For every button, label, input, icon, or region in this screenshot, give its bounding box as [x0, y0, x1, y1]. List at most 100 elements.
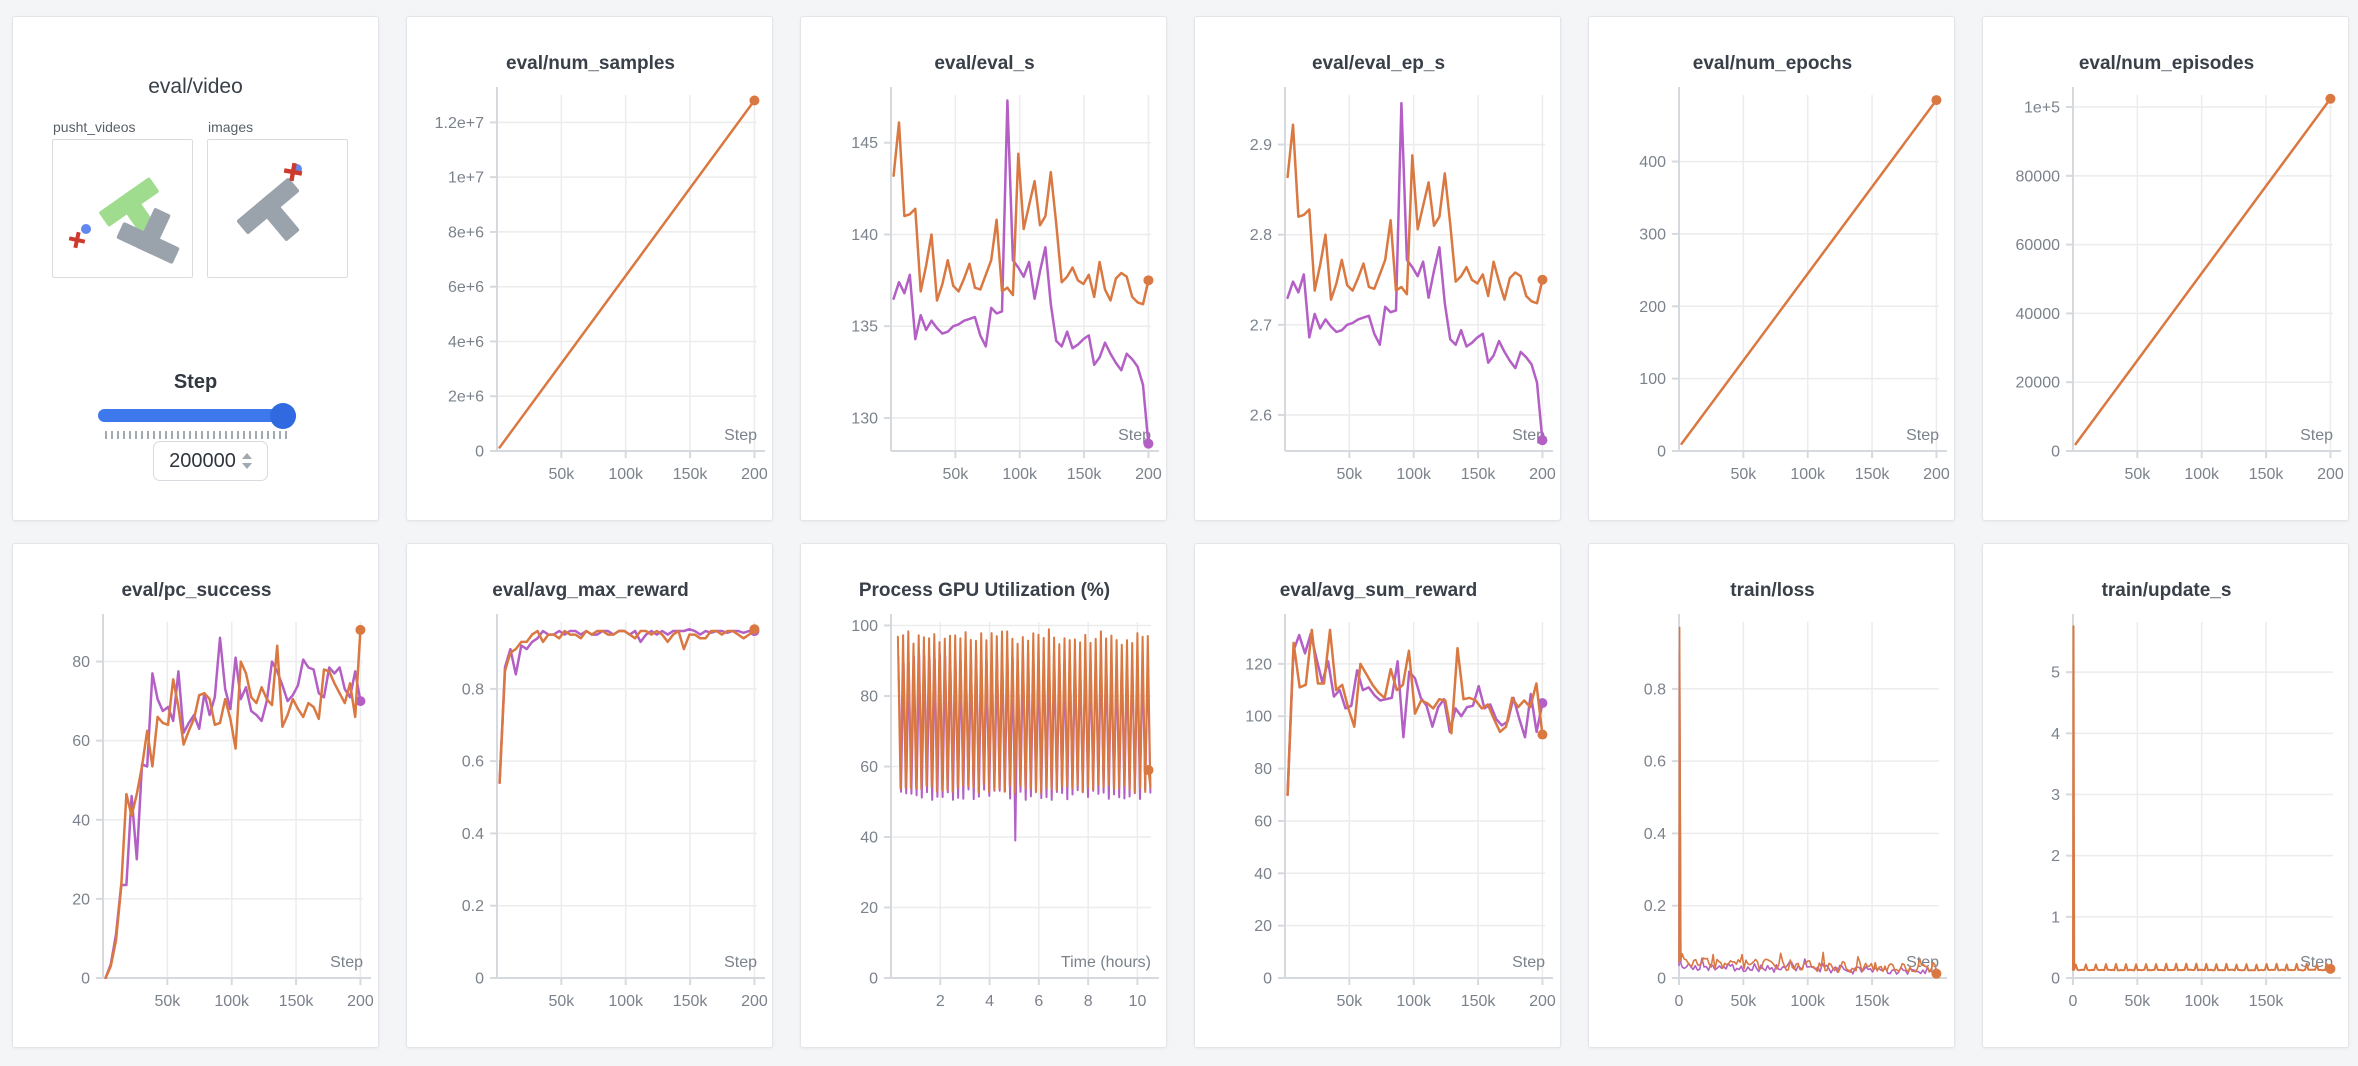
svg-text:eval/num_epochs: eval/num_epochs [1693, 53, 1852, 74]
svg-text:80: 80 [860, 689, 878, 706]
svg-text:100k: 100k [1790, 993, 1826, 1010]
eval-num-episodes-chart[interactable]: eval/num_episodes 50k 100k 150k 200 0 20000 400… [1983, 17, 2349, 521]
svg-text:60: 60 [72, 733, 90, 750]
svg-text:60000: 60000 [2016, 237, 2061, 254]
svg-text:0: 0 [2069, 993, 2078, 1010]
eval-eval-s-chart[interactable]: eval/eval_s 50k 100k 150k 200 130 135 140 145 Ste… [801, 17, 1167, 521]
svg-text:150k: 150k [673, 993, 709, 1010]
eval-num-epochs-chart[interactable]: eval/num_epochs 50k 100k 150k 200 0 100 200 300 4… [1589, 17, 1955, 521]
svg-text:5: 5 [2051, 665, 2060, 682]
goal-cross-icon [68, 231, 86, 249]
svg-text:Process GPU Utilization (%): Process GPU Utilization (%) [859, 580, 1110, 601]
svg-text:0.4: 0.4 [462, 826, 484, 843]
svg-text:8e+6: 8e+6 [448, 224, 484, 241]
panel-process-gpu-utilization[interactable]: Process GPU Utilization (%) 2 4 6 8 10 0 20 40 60… [800, 543, 1167, 1048]
svg-text:6: 6 [1034, 993, 1043, 1010]
svg-text:50k: 50k [2124, 466, 2151, 483]
panel-eval-eval-ep-s[interactable]: eval/eval_ep_s 50k 100k 150k 200 2.6 2.7 2.8 2.9… [1194, 16, 1561, 521]
panel-eval-video[interactable]: eval/video pusht_videos images [12, 16, 379, 521]
svg-text:200: 200 [1639, 299, 1666, 316]
svg-text:4e+6: 4e+6 [448, 334, 484, 351]
step-slider-track[interactable] [98, 409, 296, 422]
svg-text:130: 130 [851, 410, 878, 427]
svg-text:eval/num_samples: eval/num_samples [506, 53, 675, 74]
train-loss-chart[interactable]: train/loss 0 50k 100k 150k 0 0.2 0.4 0.6 0.8 Step [1589, 544, 1955, 1048]
panel-eval-avg-sum-reward[interactable]: eval/avg_sum_reward 50k 100k 150k 200 0 20 40 60… [1194, 543, 1561, 1048]
process-gpu-utilization-chart[interactable]: Process GPU Utilization (%)2 4 6 8 100204060… [801, 544, 1167, 1048]
svg-text:150k: 150k [2249, 993, 2285, 1010]
spinner-up-icon[interactable] [241, 453, 252, 459]
step-value: 200000 [169, 449, 236, 472]
svg-text:50k: 50k [1336, 993, 1363, 1010]
svg-text:0: 0 [1657, 971, 1666, 988]
svg-text:50k: 50k [942, 466, 969, 483]
eval-num-samples-chart[interactable]: eval/num_samples 50k 100k 150k 200 0 2e+6 4e+6 6… [407, 17, 773, 521]
image-thumbnail[interactable] [207, 139, 348, 278]
svg-text:50k: 50k [1730, 466, 1757, 483]
svg-text:0.2: 0.2 [1644, 898, 1666, 915]
svg-text:Step: Step [2300, 427, 2333, 444]
svg-text:100k: 100k [2184, 993, 2220, 1010]
panel-train-update-s[interactable]: train/update_s 0 50k 100k 150k 0 1 2 3 4 5 Step [1982, 543, 2349, 1048]
svg-text:0.8: 0.8 [462, 681, 484, 698]
panel-eval-pc-success[interactable]: eval/pc_success 50k 100k 150k 200 0 20 40 60 80 St… [12, 543, 379, 1048]
svg-text:0: 0 [475, 444, 484, 461]
step-value-input[interactable]: 200000 [153, 441, 268, 481]
svg-text:150k: 150k [279, 993, 315, 1010]
svg-text:140: 140 [851, 227, 878, 244]
svg-text:40000: 40000 [2016, 306, 2061, 323]
svg-text:200: 200 [2317, 466, 2344, 483]
svg-text:eval/eval_s: eval/eval_s [934, 53, 1034, 74]
svg-text:100k: 100k [1002, 466, 1038, 483]
svg-text:100: 100 [851, 618, 878, 635]
step-slider-label: Step [173, 371, 218, 393]
svg-text:1e+5: 1e+5 [2024, 100, 2060, 117]
svg-text:200: 200 [347, 993, 374, 1010]
svg-text:2e+6: 2e+6 [448, 389, 484, 406]
svg-text:0: 0 [869, 971, 878, 988]
pusht-video-thumbnail[interactable] [52, 139, 193, 278]
svg-text:Time (hours): Time (hours) [1061, 954, 1151, 971]
svg-text:150k: 150k [1067, 466, 1103, 483]
svg-text:100k: 100k [2184, 466, 2220, 483]
eval-pc-success-chart[interactable]: eval/pc_success 50k 100k 150k 200 0 20 40 60 80 St… [13, 544, 379, 1048]
eval-eval-ep-s-chart[interactable]: eval/eval_ep_s 50k 100k 150k 200 2.6 2.7 2.8 2.9… [1195, 17, 1561, 521]
step-slider-thumb[interactable] [270, 403, 296, 429]
panel-eval-num-samples[interactable]: eval/num_samples 50k 100k 150k 200 0 2e+6 4e+6 6… [406, 16, 773, 521]
svg-text:Step: Step [1118, 427, 1151, 444]
svg-text:2: 2 [936, 993, 945, 1010]
panel-eval-avg-max-reward[interactable]: eval/avg_max_reward 50k 100k 150k 200 0 0.2 0.4… [406, 543, 773, 1048]
svg-text:40: 40 [1254, 866, 1272, 883]
svg-text:3: 3 [2051, 787, 2060, 804]
panel-eval-num-epochs[interactable]: eval/num_epochs 50k 100k 150k 200 0 100 200 300 4… [1588, 16, 1955, 521]
panel-eval-num-episodes[interactable]: eval/num_episodes 50k 100k 150k 200 0 20000 400… [1982, 16, 2349, 521]
svg-text:80: 80 [72, 654, 90, 671]
t-block-gray-icon [116, 208, 180, 264]
svg-text:50k: 50k [154, 993, 181, 1010]
svg-text:100k: 100k [214, 993, 250, 1010]
svg-text:Step: Step [1512, 954, 1545, 971]
eval-avg-max-reward-chart[interactable]: eval/avg_max_reward 50k 100k 150k 200 0 0.2 0.4… [407, 544, 773, 1048]
svg-text:0: 0 [2051, 444, 2060, 461]
spinner-down-icon[interactable] [241, 463, 252, 469]
svg-text:2.7: 2.7 [1250, 317, 1272, 334]
svg-text:50k: 50k [2124, 993, 2151, 1010]
svg-text:0: 0 [1263, 971, 1272, 988]
svg-text:0.8: 0.8 [1644, 681, 1666, 698]
eval-avg-sum-reward-chart[interactable]: eval/avg_sum_reward 50k 100k 150k 200 0 20 40 60… [1195, 544, 1561, 1048]
panel-train-loss[interactable]: train/loss 0 50k 100k 150k 0 0.2 0.4 0.6 0.8 Step [1588, 543, 1955, 1048]
svg-text:Step: Step [1512, 427, 1545, 444]
svg-text:20: 20 [860, 900, 878, 917]
svg-text:100k: 100k [608, 466, 644, 483]
panel-eval-eval-s[interactable]: eval/eval_s 50k 100k 150k 200 130 135 140 145 Ste… [800, 16, 1167, 521]
svg-text:0.2: 0.2 [462, 898, 484, 915]
svg-text:50k: 50k [548, 993, 575, 1010]
svg-text:100k: 100k [1396, 993, 1432, 1010]
svg-text:150k: 150k [2249, 466, 2285, 483]
svg-text:200: 200 [1135, 466, 1162, 483]
svg-text:eval/avg_sum_reward: eval/avg_sum_reward [1280, 580, 1478, 601]
step-slider-ruler [105, 431, 291, 439]
svg-text:train/update_s: train/update_s [2102, 580, 2232, 601]
media-label-pusht-videos: pusht_videos [53, 119, 136, 135]
